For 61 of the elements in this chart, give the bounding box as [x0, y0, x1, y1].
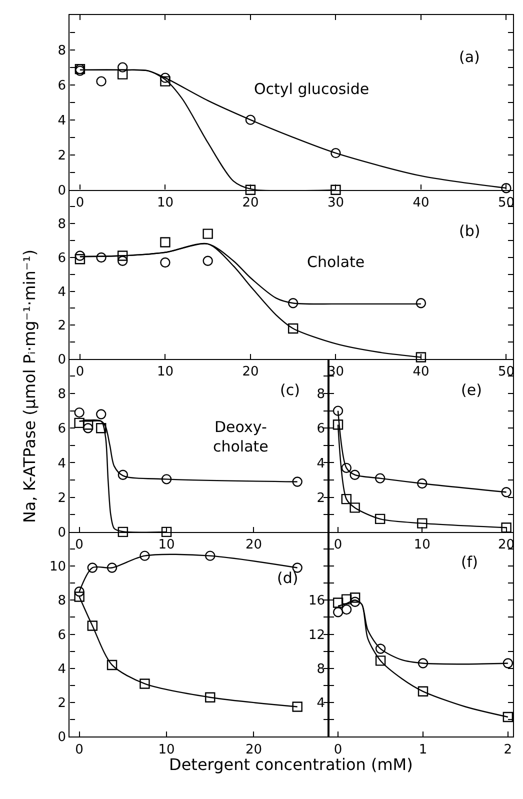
y-tick-label: 0	[58, 730, 66, 746]
y-tick-label: 4	[316, 696, 326, 712]
x-tick-label: 1	[418, 742, 428, 758]
y-tick-label: 6	[316, 422, 326, 437]
y-tick-label: 12	[308, 628, 326, 643]
y-tick-label: 8	[316, 662, 326, 677]
y-tick-label: 4	[58, 284, 66, 300]
y-axis-title: Na, K-ATPase (μmol Pᵢ·mg⁻¹·min⁻¹)	[20, 249, 39, 524]
x-tick-label: 0	[76, 196, 84, 211]
x-tick-label: 2	[504, 742, 512, 758]
y-tick-label: 6	[58, 422, 66, 437]
x-tick-label: 0	[334, 742, 342, 758]
x-tick-label: 40	[412, 364, 430, 380]
y-tick-label: 6	[58, 251, 66, 266]
annotation: (f)	[461, 553, 478, 571]
y-tick-label: 0	[58, 352, 66, 368]
x-tick-label: 20	[245, 742, 262, 758]
x-tick-label: 20	[242, 364, 259, 380]
x-axis-title: Detergent concentration (mM)	[169, 755, 413, 774]
y-tick-label: 4	[58, 662, 66, 677]
x-tick-label: 10	[158, 538, 175, 553]
y-tick-label: 0	[58, 525, 66, 540]
y-tick-label: 8	[58, 43, 66, 58]
y-tick-label: 6	[58, 628, 66, 643]
x-tick-label: 40	[412, 196, 430, 211]
annotation: (b)	[459, 222, 480, 240]
x-tick-label: 0	[76, 364, 84, 380]
annotation: (c)	[280, 381, 300, 399]
x-tick-label: 0	[334, 538, 342, 553]
y-tick-label: 4	[58, 113, 66, 128]
annotation: (d)	[277, 569, 298, 587]
x-tick-label: 10	[158, 742, 175, 758]
x-tick-label: 0	[75, 538, 84, 553]
x-tick-label: 10	[156, 364, 174, 380]
y-tick-label: 2	[58, 696, 66, 712]
annotation: Octyl glucoside	[254, 80, 370, 98]
y-tick-label: 8	[58, 217, 66, 232]
y-tick-label: 8	[58, 387, 66, 402]
x-tick-label: 30	[327, 196, 344, 211]
annotation: Deoxy- cholate	[213, 418, 268, 456]
x-tick-label: 20	[245, 538, 262, 553]
x-tick-label: 10	[156, 196, 174, 211]
y-tick-label: 4	[316, 456, 326, 472]
x-tick-label: 10	[414, 538, 430, 553]
y-tick-label: 2	[58, 318, 66, 334]
y-tick-label: 2	[316, 490, 326, 506]
y-tick-label: 10	[49, 560, 66, 575]
annotation: (a)	[459, 48, 480, 66]
x-tick-label: 30	[327, 364, 344, 380]
y-tick-label: 2	[58, 148, 66, 164]
y-tick-label: 8	[316, 387, 326, 402]
annotation: (e)	[461, 381, 482, 399]
y-tick-label: 8	[58, 594, 66, 609]
y-tick-label: 2	[58, 490, 66, 506]
y-tick-label: 16	[308, 594, 326, 609]
annotation: Cholate	[307, 253, 365, 271]
y-tick-label: 0	[58, 183, 66, 198]
y-tick-label: 6	[58, 78, 66, 94]
x-tick-label: 0	[75, 742, 84, 758]
y-tick-label: 4	[58, 456, 66, 472]
x-tick-label: 20	[242, 196, 259, 211]
